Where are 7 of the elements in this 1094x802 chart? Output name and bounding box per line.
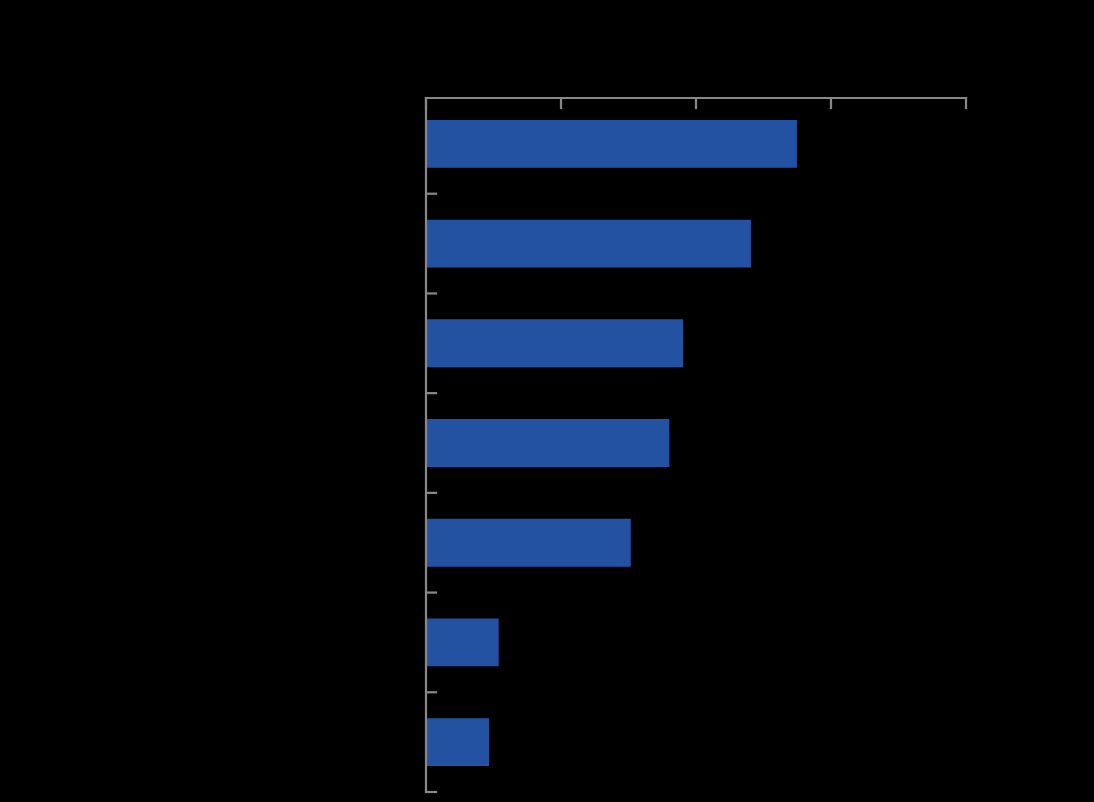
bar <box>426 518 631 567</box>
bar <box>426 618 499 667</box>
bar <box>426 119 797 168</box>
bar <box>426 219 751 268</box>
bar <box>426 319 684 368</box>
bar <box>426 419 670 467</box>
bar <box>426 718 490 767</box>
